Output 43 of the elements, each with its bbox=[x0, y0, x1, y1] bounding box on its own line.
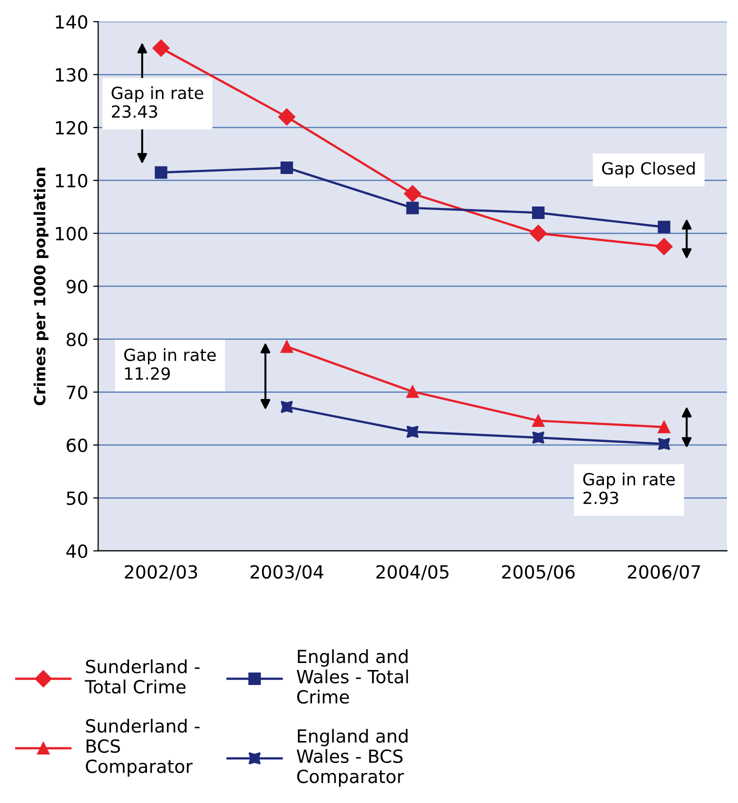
point bbox=[532, 432, 544, 444]
point bbox=[280, 161, 294, 174]
y-tick-label: 130 bbox=[56, 68, 88, 82]
y-tick-label: 100 bbox=[56, 226, 88, 240]
point bbox=[658, 438, 670, 450]
legend-label: England and Wales - BCS Comparator bbox=[296, 728, 408, 787]
point bbox=[532, 206, 545, 219]
point bbox=[280, 400, 293, 414]
legend-label: England and Wales - Total Crime bbox=[296, 649, 408, 704]
y-tick-label: 80 bbox=[66, 332, 88, 346]
point bbox=[406, 426, 419, 438]
x-tick-label: 2002/03 bbox=[124, 565, 198, 580]
x-tick-label: 2006/07 bbox=[628, 565, 700, 580]
point bbox=[278, 108, 296, 126]
y-tick-label: 120 bbox=[56, 120, 88, 135]
y-tick-label: 110 bbox=[56, 174, 88, 188]
y-tick-label: 90 bbox=[66, 280, 88, 294]
annotation: Gap in rate 23.43 bbox=[112, 86, 204, 118]
annotation: Gap Closed bbox=[602, 162, 695, 178]
y-tick-label: 60 bbox=[66, 438, 88, 452]
point bbox=[152, 40, 170, 57]
point bbox=[154, 166, 168, 179]
point bbox=[406, 202, 419, 214]
y-tick-label: 50 bbox=[66, 491, 88, 506]
y-tick-label: 70 bbox=[66, 386, 88, 400]
point bbox=[404, 185, 422, 202]
point bbox=[658, 420, 670, 434]
y-axis-title: Crimes per 1000 population bbox=[34, 168, 48, 406]
legend-label: Sunderland - Total Crime bbox=[84, 659, 200, 694]
x-tick-label: 2005/06 bbox=[502, 565, 575, 580]
point bbox=[530, 224, 547, 242]
y-tick-label: 40 bbox=[66, 544, 88, 558]
point bbox=[656, 238, 673, 256]
y-tick-label: 140 bbox=[56, 15, 88, 29]
point bbox=[280, 340, 294, 353]
annotation: Gap in rate 2.93 bbox=[583, 472, 675, 504]
point bbox=[406, 385, 419, 398]
point bbox=[532, 414, 545, 427]
point bbox=[658, 220, 670, 234]
x-tick-label: 2003/04 bbox=[250, 565, 324, 580]
legend-label: Sunderland - BCS Comparator bbox=[86, 718, 200, 777]
x-tick-label: 2004/05 bbox=[376, 565, 448, 580]
annotation: Gap in rate 11.29 bbox=[124, 348, 216, 380]
